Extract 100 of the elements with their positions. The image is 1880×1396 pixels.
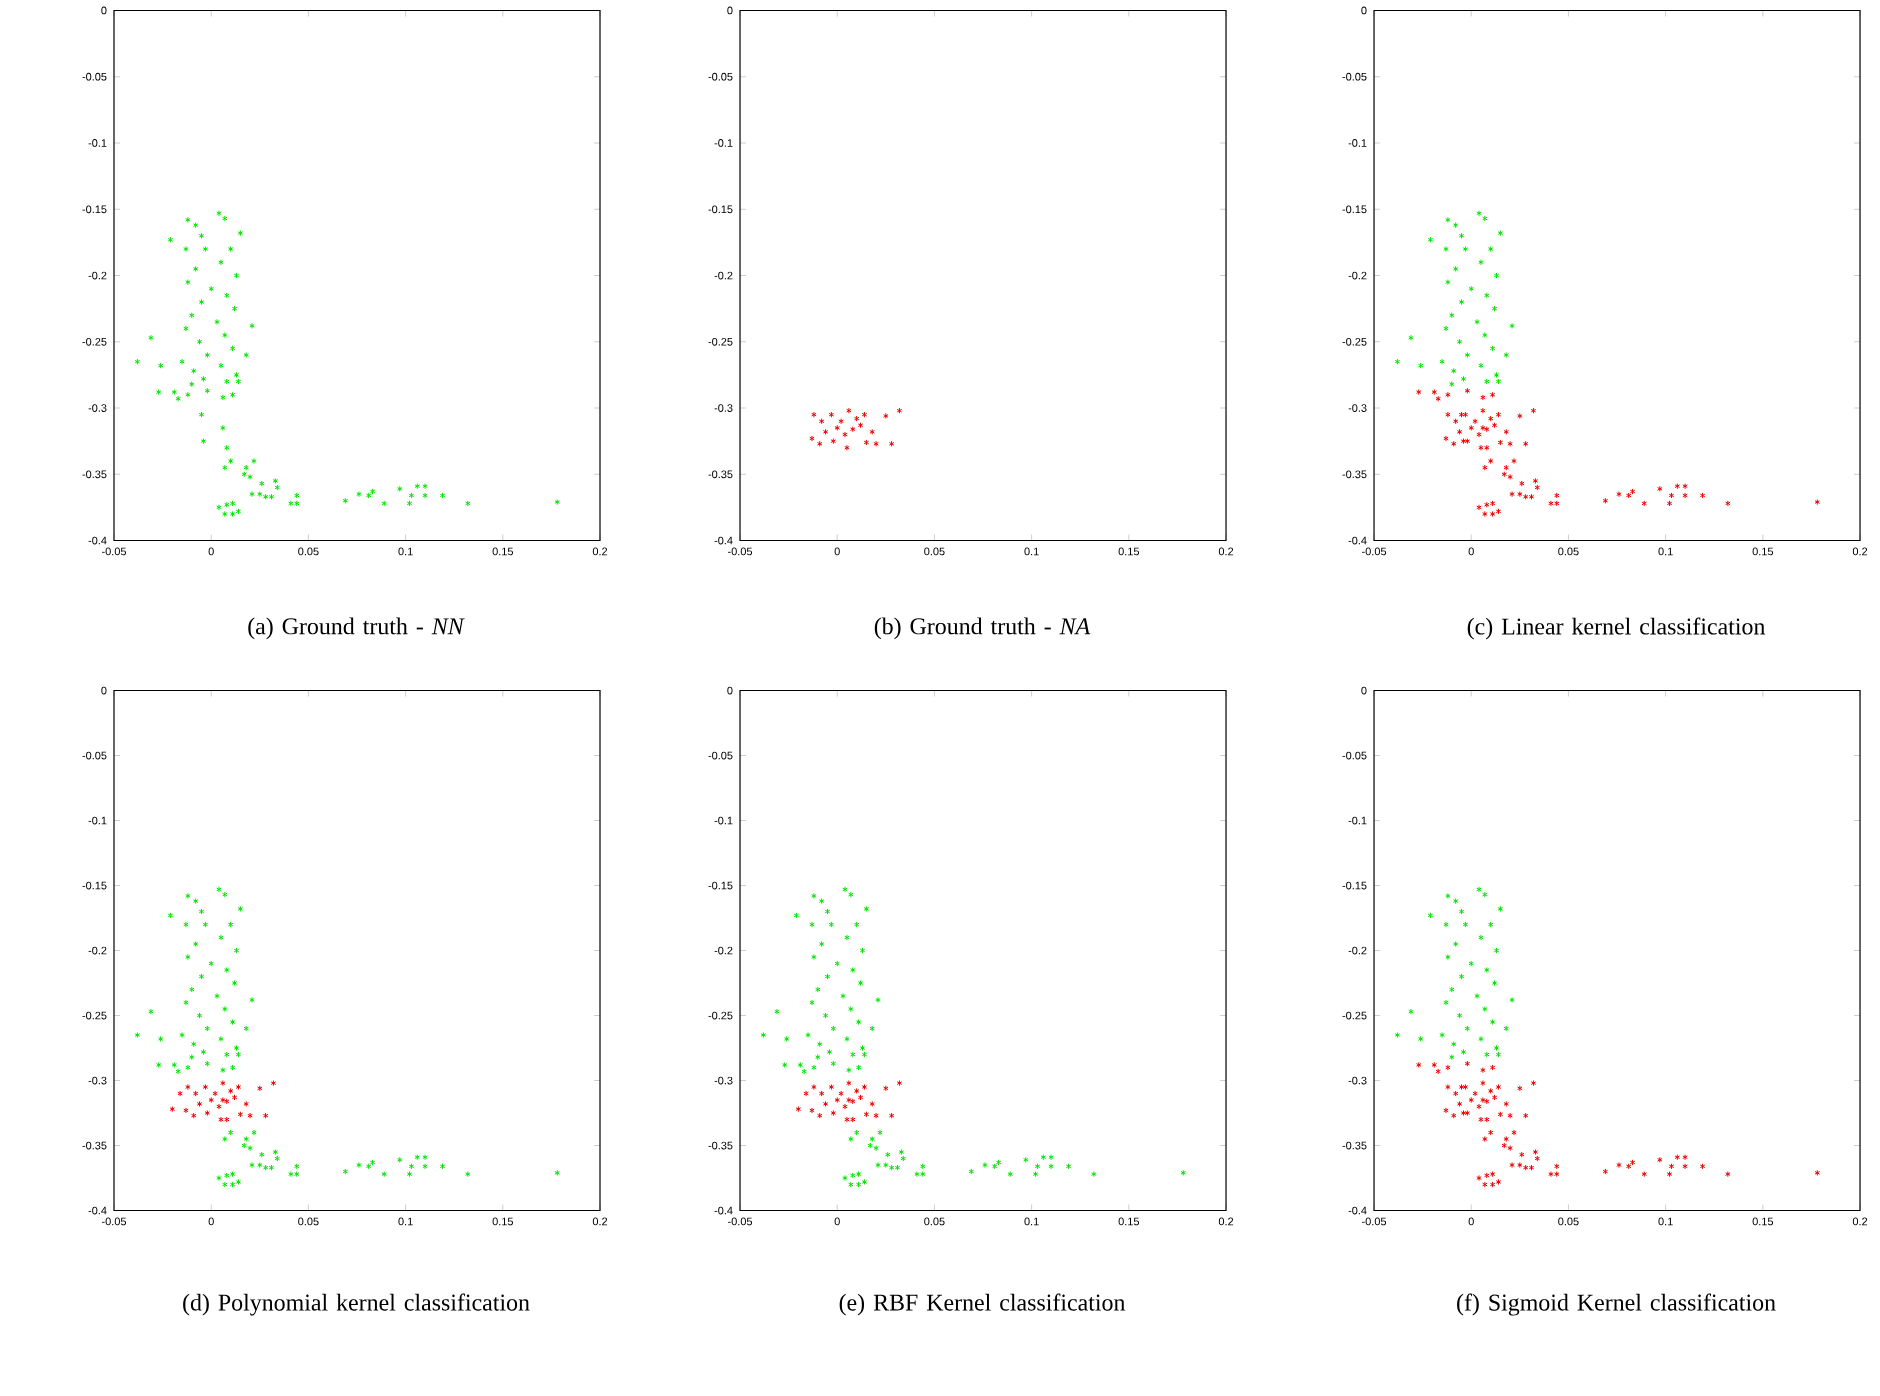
point [1458,232,1465,239]
point [1487,921,1494,928]
point [1497,229,1504,236]
point [204,1109,211,1116]
point [1495,378,1502,385]
point [1484,378,1490,385]
point [1489,345,1496,352]
point [218,1116,224,1123]
point [822,1100,829,1107]
point [1482,215,1488,222]
point [212,1090,218,1097]
point [1468,960,1474,967]
point [811,1083,817,1090]
point [220,1079,226,1086]
point [192,1090,199,1097]
point [873,1112,879,1119]
point [1450,1040,1457,1047]
point [869,1100,875,1107]
point [1497,905,1504,912]
point [196,1100,203,1107]
point [1493,272,1500,279]
point [896,1079,903,1086]
point [1445,216,1451,223]
point [1478,1035,1484,1042]
point [816,1112,823,1119]
point [177,1090,183,1097]
point [861,411,868,418]
point [818,1090,825,1097]
point [838,417,844,425]
point [1487,245,1494,252]
point [834,424,840,431]
point [1449,1053,1455,1060]
point [1408,1008,1414,1015]
point [1456,338,1463,345]
point [227,1087,234,1094]
point [1460,375,1467,382]
point [1452,265,1459,272]
point [1458,973,1465,980]
point [1458,908,1465,915]
text: (e) RBF Kernel classification [839,1293,1126,1316]
point [1495,1051,1502,1058]
point [863,1110,870,1118]
point [1427,912,1434,919]
point [243,1100,249,1107]
point [1476,209,1482,217]
point [838,1090,844,1097]
point [262,1112,269,1119]
point [1474,992,1480,999]
point [846,1079,852,1086]
point [1493,1044,1500,1051]
point [235,1083,242,1090]
point [247,1112,253,1119]
point [1456,1012,1463,1019]
point [1509,322,1515,329]
point [1468,285,1474,292]
point [857,421,864,429]
text: (d) Polynomial kernel classification [183,1293,530,1316]
point [830,1109,837,1116]
point [846,407,852,414]
point [1449,380,1455,388]
point [183,1107,189,1114]
point [795,1105,802,1112]
point [822,428,829,435]
point [861,1083,868,1090]
point [190,1112,197,1119]
point [888,1112,895,1119]
point [1482,891,1488,898]
point [231,1094,238,1101]
point [270,1079,277,1086]
point [1408,334,1414,341]
point [850,1116,856,1123]
point [828,411,835,418]
point [816,440,823,447]
point [1482,1005,1488,1012]
point [1482,331,1488,338]
point [1443,245,1449,252]
point [1458,298,1465,305]
point [208,1096,214,1103]
point [1493,371,1500,378]
point [1394,1031,1401,1038]
point [853,415,860,422]
point [1439,358,1445,365]
point [844,1116,850,1123]
point [169,1105,176,1112]
point [1503,1025,1509,1032]
point [1478,258,1484,266]
text: (c) Linear kernel classification [1467,617,1766,640]
point [1474,318,1480,325]
point [818,417,825,425]
point [1452,221,1459,229]
point [1491,979,1498,986]
point [803,1090,809,1097]
point [1394,358,1401,365]
point [888,440,895,447]
point [809,1107,815,1114]
point [1491,305,1498,312]
point [1452,897,1459,904]
point [1417,362,1424,369]
point [830,437,837,444]
point [202,1083,209,1090]
